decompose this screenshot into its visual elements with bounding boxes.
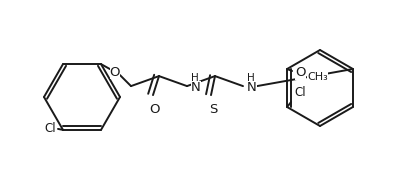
Text: O: O <box>110 66 120 79</box>
Text: S: S <box>209 103 217 116</box>
Text: O: O <box>150 103 160 116</box>
Text: H: H <box>191 73 199 83</box>
Text: Cl: Cl <box>294 86 306 99</box>
Text: N: N <box>247 81 257 94</box>
Text: H: H <box>247 73 255 83</box>
Text: N: N <box>191 81 201 94</box>
Text: Cl: Cl <box>44 122 56 135</box>
Text: O: O <box>295 66 306 80</box>
Text: CH₃: CH₃ <box>307 72 328 82</box>
